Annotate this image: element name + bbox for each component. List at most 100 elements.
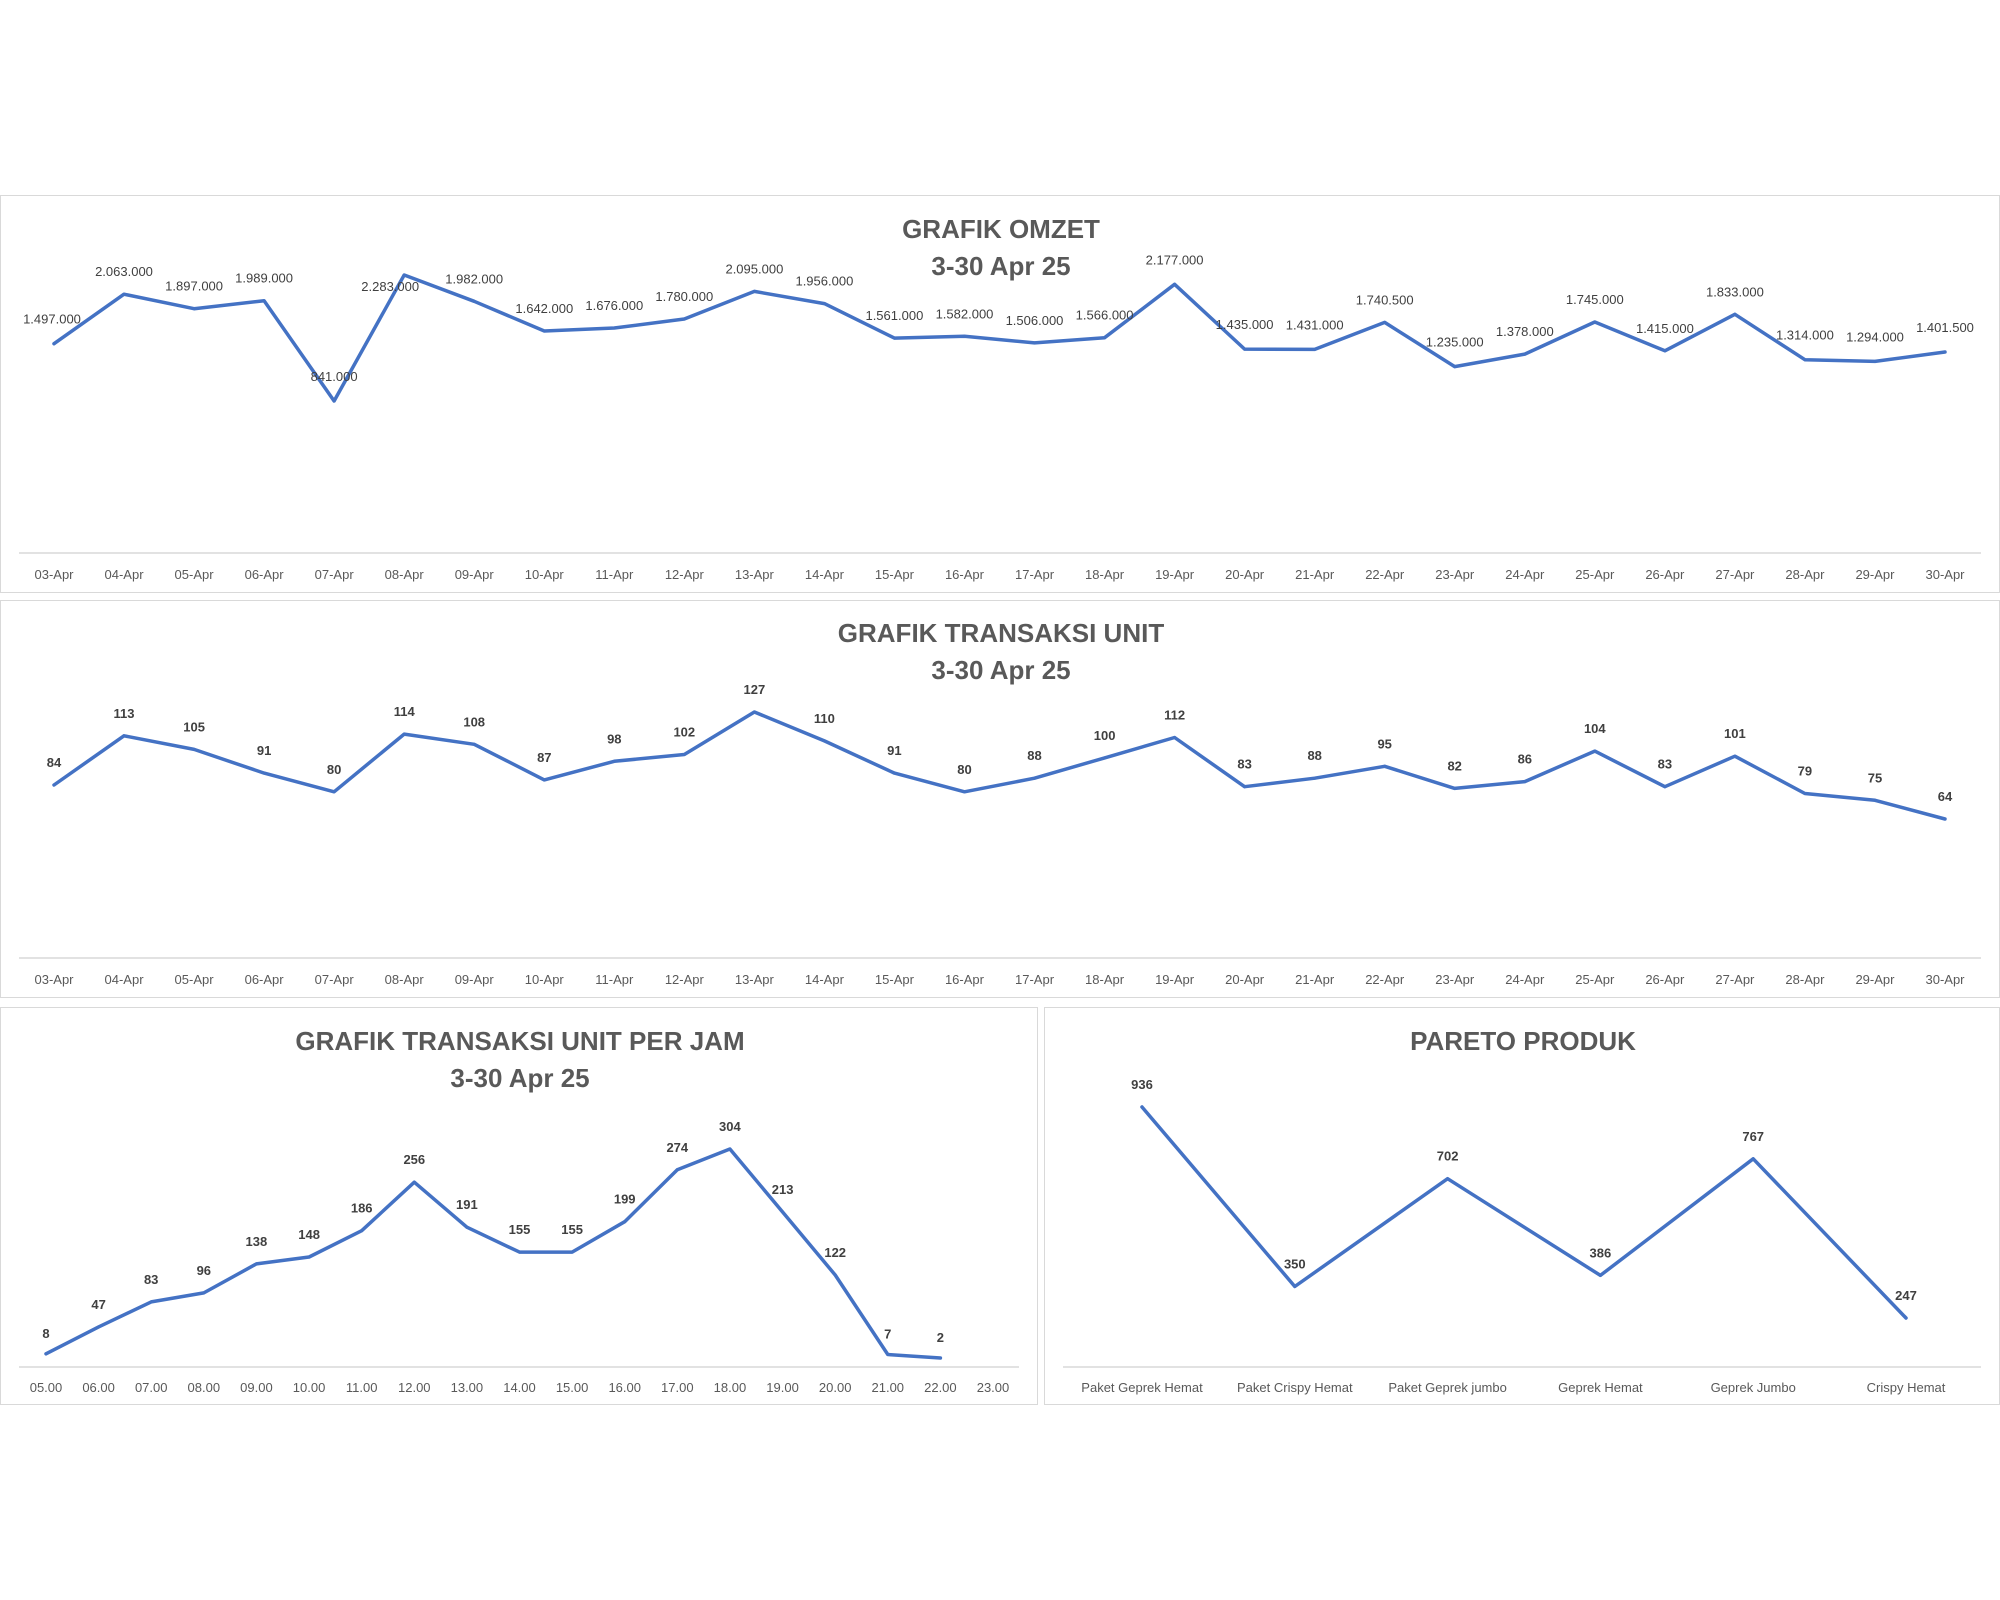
data-point	[1243, 785, 1247, 789]
data-point	[1173, 736, 1177, 739]
data-label: 83	[1658, 757, 1672, 772]
data-label: 256	[403, 1152, 425, 1167]
data-label: 155	[509, 1222, 531, 1237]
data-point	[122, 734, 126, 738]
data-point	[1313, 776, 1317, 780]
x-tick-label: 07.00	[135, 1380, 168, 1395]
data-label: 1.497.000	[23, 312, 81, 327]
data-point	[262, 299, 266, 303]
x-tick-label: 13-Apr	[735, 567, 775, 582]
chart-title: GRAFIK TRANSAKSI UNIT PER JAM	[295, 1026, 744, 1056]
data-label: 199	[614, 1192, 636, 1207]
x-tick-label: 17-Apr	[1015, 567, 1055, 582]
x-tick-label: 15-Apr	[875, 972, 915, 987]
x-tick-label: Paket Crispy Hemat	[1237, 1380, 1353, 1395]
data-point	[149, 1300, 153, 1304]
data-point	[675, 1168, 679, 1172]
data-label: 110	[814, 711, 835, 726]
data-point	[1663, 349, 1667, 353]
x-tick-label: 28-Apr	[1785, 972, 1825, 987]
x-tick-label: 06-Apr	[245, 567, 285, 582]
data-label: 274	[666, 1140, 688, 1155]
data-label: 1.378.000	[1496, 324, 1554, 339]
data-point	[52, 783, 56, 787]
data-label: 75	[1868, 770, 1882, 785]
data-label: 47	[91, 1297, 105, 1312]
x-tick-label: 24-Apr	[1505, 567, 1545, 582]
data-point	[1733, 312, 1737, 316]
data-label: 127	[744, 682, 766, 697]
data-point	[612, 326, 616, 330]
data-label: 80	[957, 762, 971, 777]
x-tick-label: 11-Apr	[595, 567, 634, 582]
x-tick-label: 25-Apr	[1575, 972, 1615, 987]
x-tick-label: 22-Apr	[1365, 972, 1405, 987]
x-tick-label: Paket Geprek jumbo	[1388, 1380, 1507, 1395]
data-point	[1943, 817, 1947, 821]
data-label: 2	[937, 1330, 944, 1345]
x-tick-label: 18-Apr	[1085, 567, 1125, 582]
data-label: 191	[456, 1197, 478, 1212]
x-tick-label: 12-Apr	[665, 567, 705, 582]
x-tick-label: 04-Apr	[105, 567, 145, 582]
x-tick-label: 10.00	[293, 1380, 326, 1395]
data-point	[332, 399, 336, 403]
x-tick-label: 10-Apr	[525, 972, 565, 987]
data-label: 96	[197, 1263, 211, 1278]
transaksi-unit-chart-panel: GRAFIK TRANSAKSI UNIT 3-30 Apr 25 03-Apr 04…	[0, 600, 2000, 998]
x-tick-label: 16-Apr	[945, 972, 985, 987]
data-point	[1313, 347, 1317, 351]
data-point	[892, 771, 896, 775]
x-tick-label: 07-Apr	[315, 567, 355, 582]
data-label: 88	[1027, 748, 1041, 763]
data-label: 1.956.000	[795, 274, 853, 289]
series-line	[1140, 1105, 1908, 1320]
x-tick-label: 03-Apr	[34, 972, 74, 987]
x-tick-label: 22-Apr	[1365, 567, 1405, 582]
x-tick-label: 05.00	[30, 1380, 63, 1395]
data-point	[963, 334, 966, 338]
x-tick-label: 15.00	[556, 1380, 589, 1395]
data-point	[1293, 1285, 1297, 1288]
x-tick-label: 03-Apr	[34, 567, 74, 582]
data-point	[728, 1147, 732, 1151]
data-point	[612, 759, 616, 763]
data-point	[52, 342, 56, 346]
data-point	[1803, 358, 1807, 362]
data-label: 98	[607, 731, 621, 746]
x-tick-label: 05-Apr	[175, 972, 215, 987]
x-tick-label: 24-Apr	[1505, 972, 1545, 987]
transaksi-per-jam-chart-panel: GRAFIK TRANSAKSI UNIT PER JAM 3-30 Apr 25…	[0, 1007, 1038, 1405]
x-tick-label: 05-Apr	[175, 567, 215, 582]
x-tick-label: 15-Apr	[875, 567, 915, 582]
x-tick-label: 21-Apr	[1295, 972, 1335, 987]
x-tick-label: Paket Geprek Hemat	[1081, 1380, 1203, 1395]
x-tick-label: 10-Apr	[525, 567, 565, 582]
data-label: 1.740.500	[1356, 292, 1414, 307]
data-point	[822, 302, 826, 306]
data-label: 247	[1895, 1288, 1917, 1303]
data-label: 95	[1377, 736, 1391, 751]
x-tick-label: 23-Apr	[1435, 972, 1475, 987]
x-tick-label: 09-Apr	[455, 972, 495, 987]
data-label: 1.506.000	[1006, 313, 1064, 328]
data-label: 2.063.000	[95, 264, 153, 279]
x-tick-label: 30-Apr	[1925, 972, 1965, 987]
data-label: 84	[47, 755, 62, 770]
x-tick-label: 06.00	[82, 1380, 115, 1395]
data-point	[1243, 347, 1247, 351]
x-tick-label: 14.00	[503, 1380, 536, 1395]
data-point	[938, 1356, 942, 1360]
data-label: 186	[351, 1201, 373, 1216]
data-point	[122, 292, 126, 296]
data-label: 1.235.000	[1426, 335, 1484, 350]
data-label: 350	[1284, 1257, 1306, 1272]
x-tick-label: 19-Apr	[1155, 567, 1195, 582]
data-point	[963, 790, 966, 794]
chart-subtitle: 3-30 Apr 25	[931, 251, 1070, 281]
data-label: 113	[114, 706, 135, 721]
chart-title: GRAFIK TRANSAKSI UNIT	[838, 618, 1165, 648]
data-label: 386	[1590, 1245, 1612, 1260]
data-label: 936	[1131, 1077, 1153, 1092]
data-point	[1593, 749, 1597, 753]
